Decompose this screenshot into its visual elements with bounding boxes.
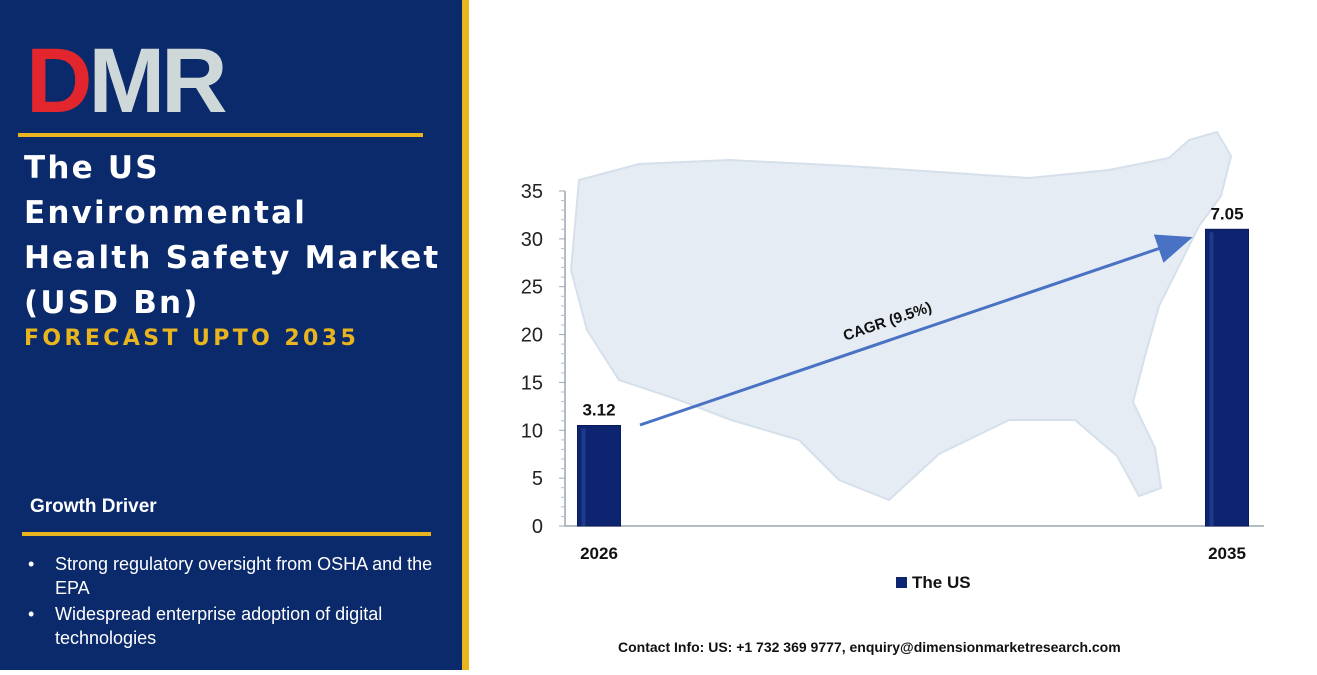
x-tick-label: 2026 — [580, 544, 618, 563]
data-label: 7.05 — [1210, 204, 1243, 223]
y-tick-label: 25 — [521, 277, 543, 299]
logo-text: DMR — [26, 34, 226, 124]
chart-area: 0 5 10 15 20 25 30 35 3.12 2026 7.05 2035 CAGR (9.5%… — [469, 0, 1317, 670]
dmr-logo: DMR — [26, 34, 230, 124]
logo-letter-d: D — [26, 34, 89, 124]
bar-highlight — [581, 428, 586, 526]
title-rule — [18, 133, 423, 137]
page-subtitle: FORECAST UPTO 2035 — [24, 326, 360, 351]
legend-swatch — [896, 577, 907, 588]
y-tick-label: 10 — [521, 420, 543, 442]
growth-driver-list: Strong regulatory oversight from OSHA an… — [28, 552, 438, 652]
y-tick-label: 0 — [532, 516, 543, 538]
bar-highlight — [1209, 232, 1214, 527]
growth-driver-rule — [22, 532, 431, 536]
logo-letters-mr: MR — [88, 34, 226, 124]
growth-driver-item: Widespread enterprise adoption of digita… — [28, 602, 438, 650]
y-tick-label: 35 — [521, 181, 543, 203]
y-tick-label: 5 — [532, 468, 543, 490]
y-tick-label: 20 — [521, 325, 543, 347]
page-title: The US Environmental Health Safety Marke… — [24, 150, 441, 321]
contact-info: Contact Info: US: +1 732 369 9777, enqui… — [618, 639, 1121, 655]
y-tick-label: 30 — [521, 229, 543, 251]
cagr-arrow — [639, 234, 1193, 427]
growth-driver-heading: Growth Driver — [30, 496, 157, 517]
left-panel: DMR The US Environmental Health Safety M… — [0, 0, 462, 670]
data-label: 3.12 — [582, 401, 615, 420]
gold-divider — [462, 0, 469, 670]
x-tick-label: 2035 — [1208, 544, 1246, 563]
us-map-background — [569, 130, 1233, 502]
growth-driver-item: Strong regulatory oversight from OSHA an… — [28, 552, 438, 600]
y-tick-label: 15 — [521, 372, 543, 394]
legend-label: The US — [912, 573, 971, 592]
